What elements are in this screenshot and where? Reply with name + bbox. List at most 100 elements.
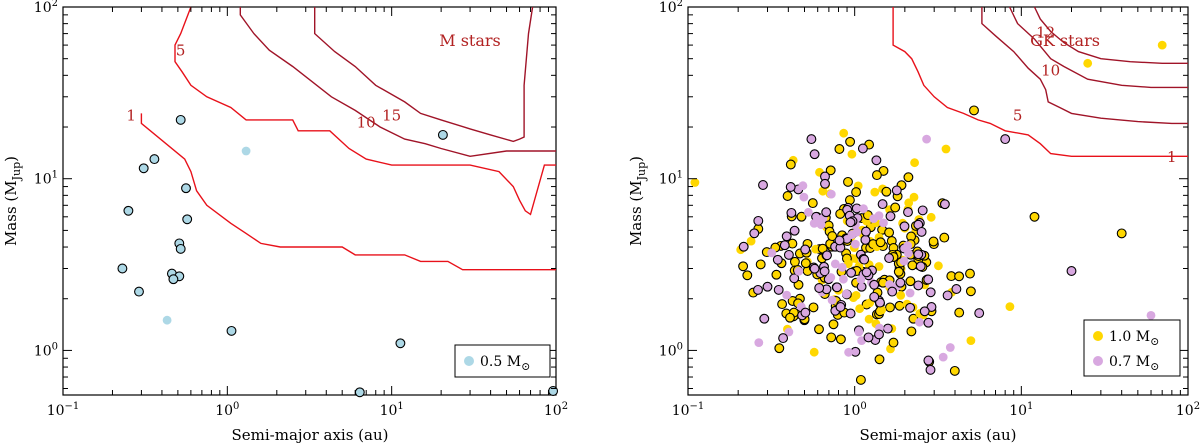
data-point [175,243,186,254]
data-point [966,336,976,345]
data-point [877,199,888,210]
y-tick-label: 102 [34,0,58,16]
data-point [890,202,901,213]
data-point [778,333,789,344]
data-point [881,186,892,197]
data-point [923,355,934,366]
contour-label-10: 10 [357,113,376,131]
data-point [965,268,975,279]
data-point [738,241,749,252]
data-points [117,114,559,398]
data-point [949,365,960,376]
legend-label-2: 0.7 M⊙ [1109,354,1159,373]
data-point [851,291,861,300]
x-tick-label: 100 [215,401,239,419]
data-point [882,323,893,334]
data-point [965,286,976,297]
data-point [774,343,785,354]
data-point [903,207,913,218]
plot-frame [62,6,557,396]
data-point [753,215,764,226]
data-point [784,327,794,337]
data-point [796,211,807,222]
data-point [821,207,832,218]
data-point [771,269,782,280]
data-point [923,274,934,285]
data-point [939,199,950,210]
x-tick-label: 10−1 [47,401,80,419]
data-point [814,283,825,293]
data-point [845,136,856,147]
data-point [928,236,939,247]
data-point [789,225,800,236]
data-point [839,274,848,284]
y-tick-label: 102 [659,0,683,16]
data-point [954,307,965,318]
data-point [782,290,792,300]
data-point [772,254,783,265]
data-point [842,289,851,299]
data-point [182,214,193,225]
data-point [827,231,838,242]
contour-line-10 [1008,6,1188,89]
gk-stars-panel: 1 5 10 12 10−1 100 101 102 100 101 102 GK stars S… [627,0,1200,444]
data-point [885,211,896,222]
chart-title: GK stars [1030,31,1100,50]
contour-lines: 1 5 10 12 [892,6,1188,166]
data-point [799,192,809,202]
data-point [905,276,916,287]
data-point [354,387,365,398]
data-point [138,163,149,174]
data-point [854,327,864,337]
data-point [226,325,237,336]
data-point [845,308,856,319]
data-point [782,191,793,201]
data-point [785,159,796,170]
y-axis-title: Mass (MJup) [627,156,648,246]
data-point [832,282,842,293]
data-point [864,314,874,324]
data-point [168,274,179,285]
data-point [859,204,868,214]
data-point [945,343,955,352]
data-point [916,226,927,237]
contour-label-10: 10 [1041,62,1060,80]
data-point [162,315,172,325]
y-tick-label: 100 [659,341,683,359]
data-point [851,239,860,249]
data-point [855,304,864,314]
data-point [887,286,898,297]
chart-title: M stars [439,31,501,50]
contour-label-1: 1 [1167,148,1177,166]
data-point [1005,302,1015,311]
data-point [822,250,832,261]
data-point [117,263,128,274]
data-point [742,270,753,281]
data-point [891,185,902,196]
data-point [767,248,777,258]
contour-line-1 [140,113,556,271]
data-point [913,249,924,260]
data-point [1000,134,1011,145]
data-point [951,284,962,294]
data-point [181,183,191,194]
data-point [845,217,856,228]
data-point [809,347,819,357]
data-point [906,326,917,337]
y-tick-label: 100 [34,341,58,359]
data-point [794,266,804,276]
data-point [839,128,849,138]
data-point [175,114,186,125]
data-point [877,305,886,315]
data-point [835,334,846,345]
legend-box [1083,319,1181,377]
data-point [869,214,879,224]
data-point [859,254,870,265]
data-point [954,271,965,282]
data-point [874,354,885,365]
data-point [789,273,800,284]
data-point [806,134,817,145]
data-point [395,338,406,349]
data-point [905,302,916,313]
